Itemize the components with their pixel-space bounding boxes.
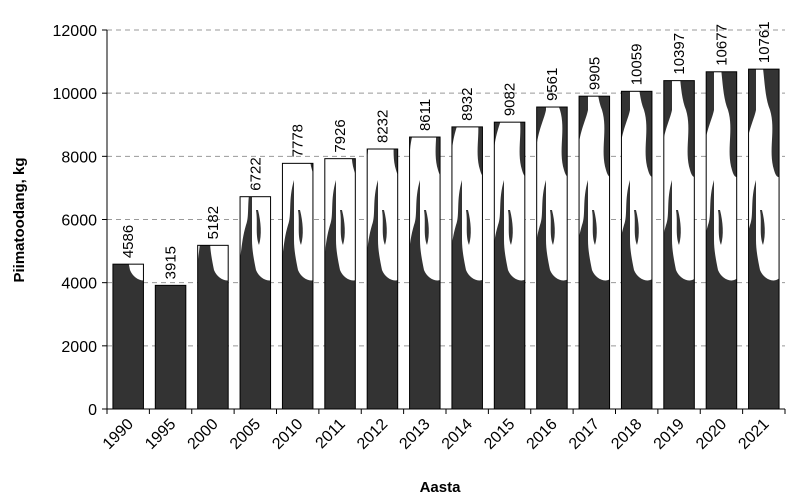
bar-2020 [705,71,738,410]
bar-2011 [324,158,356,410]
bar-2016 [536,106,568,410]
data-label-1990: 4586 [120,225,137,258]
x-tick-label-2011: 2011 [313,416,349,452]
bar-2014 [451,126,483,410]
x-tick-label-2010: 2010 [269,416,306,453]
y-axis-title: Piimatoodang, kg [11,157,28,282]
x-tick-label-2016: 2016 [524,416,561,453]
y-tick-label: 0 [88,402,97,419]
x-tick-label-2020: 2020 [693,416,730,453]
bar-1995 [154,284,187,410]
y-tick-label: 2000 [61,339,97,356]
bar-2021 [748,68,780,410]
data-label-2017: 9905 [586,57,603,90]
y-tick-label: 8000 [61,149,97,166]
x-tick-label-2019: 2019 [651,416,688,453]
bar-2018 [620,90,653,410]
bar-2017 [578,95,611,410]
data-label-2015: 9082 [502,83,519,116]
x-tick-label-2012: 2012 [354,416,391,453]
data-label-2005: 6722 [247,157,264,190]
x-tick-label-2014: 2014 [439,416,476,453]
x-tick-label-1995: 1995 [142,416,179,453]
data-label-2014: 8932 [459,88,476,121]
data-label-2018: 10059 [629,44,646,86]
x-tick-label-2013: 2013 [396,416,433,453]
x-tick-label-2015: 2015 [481,416,518,453]
x-tick-label-1990: 1990 [100,416,137,453]
data-label-2020: 10677 [713,24,730,66]
data-label-2013: 8611 [417,99,434,131]
bar-2019 [663,80,695,410]
bar-2013 [409,136,441,410]
x-tick-label-2018: 2018 [608,416,645,453]
bar-2010 [281,162,314,410]
data-labels: 4586 3915 5182 6722 7778 7926 8232 8611 8932 9082… [120,21,773,279]
x-tick-label-2005: 2005 [227,416,264,453]
bar-1990 [112,263,144,410]
data-label-2011: 7926 [332,119,349,152]
y-tick-labels: 0 2000 4000 6000 8000 10000 12000 [53,23,107,419]
x-tick-label-2021: 2021 [735,416,772,453]
data-label-2019: 10397 [671,33,688,75]
x-tick-labels: 1990 1995 2000 2005 2010 2011 2012 2013 2014 2015… [100,409,786,453]
x-tick-label-2017: 2017 [566,416,603,453]
data-label-2012: 8232 [374,110,391,143]
data-label-2016: 9561 [544,68,561,101]
x-tick-label-2000: 2000 [185,416,222,453]
bar-2012 [366,148,399,410]
data-label-1995: 3915 [163,246,180,279]
y-tick-label: 4000 [61,276,97,293]
data-label-2000: 5182 [205,206,222,239]
bar-2015 [493,121,526,410]
bars [112,68,780,410]
bar-2000 [197,244,229,410]
bar-2005 [239,196,272,410]
y-tick-label: 12000 [53,23,98,40]
data-label-2021: 10761 [756,21,773,63]
y-tick-label: 10000 [53,86,98,103]
y-tick-label: 6000 [61,213,97,230]
data-label-2010: 7778 [290,124,307,157]
x-axis-title: Aasta [420,479,462,496]
